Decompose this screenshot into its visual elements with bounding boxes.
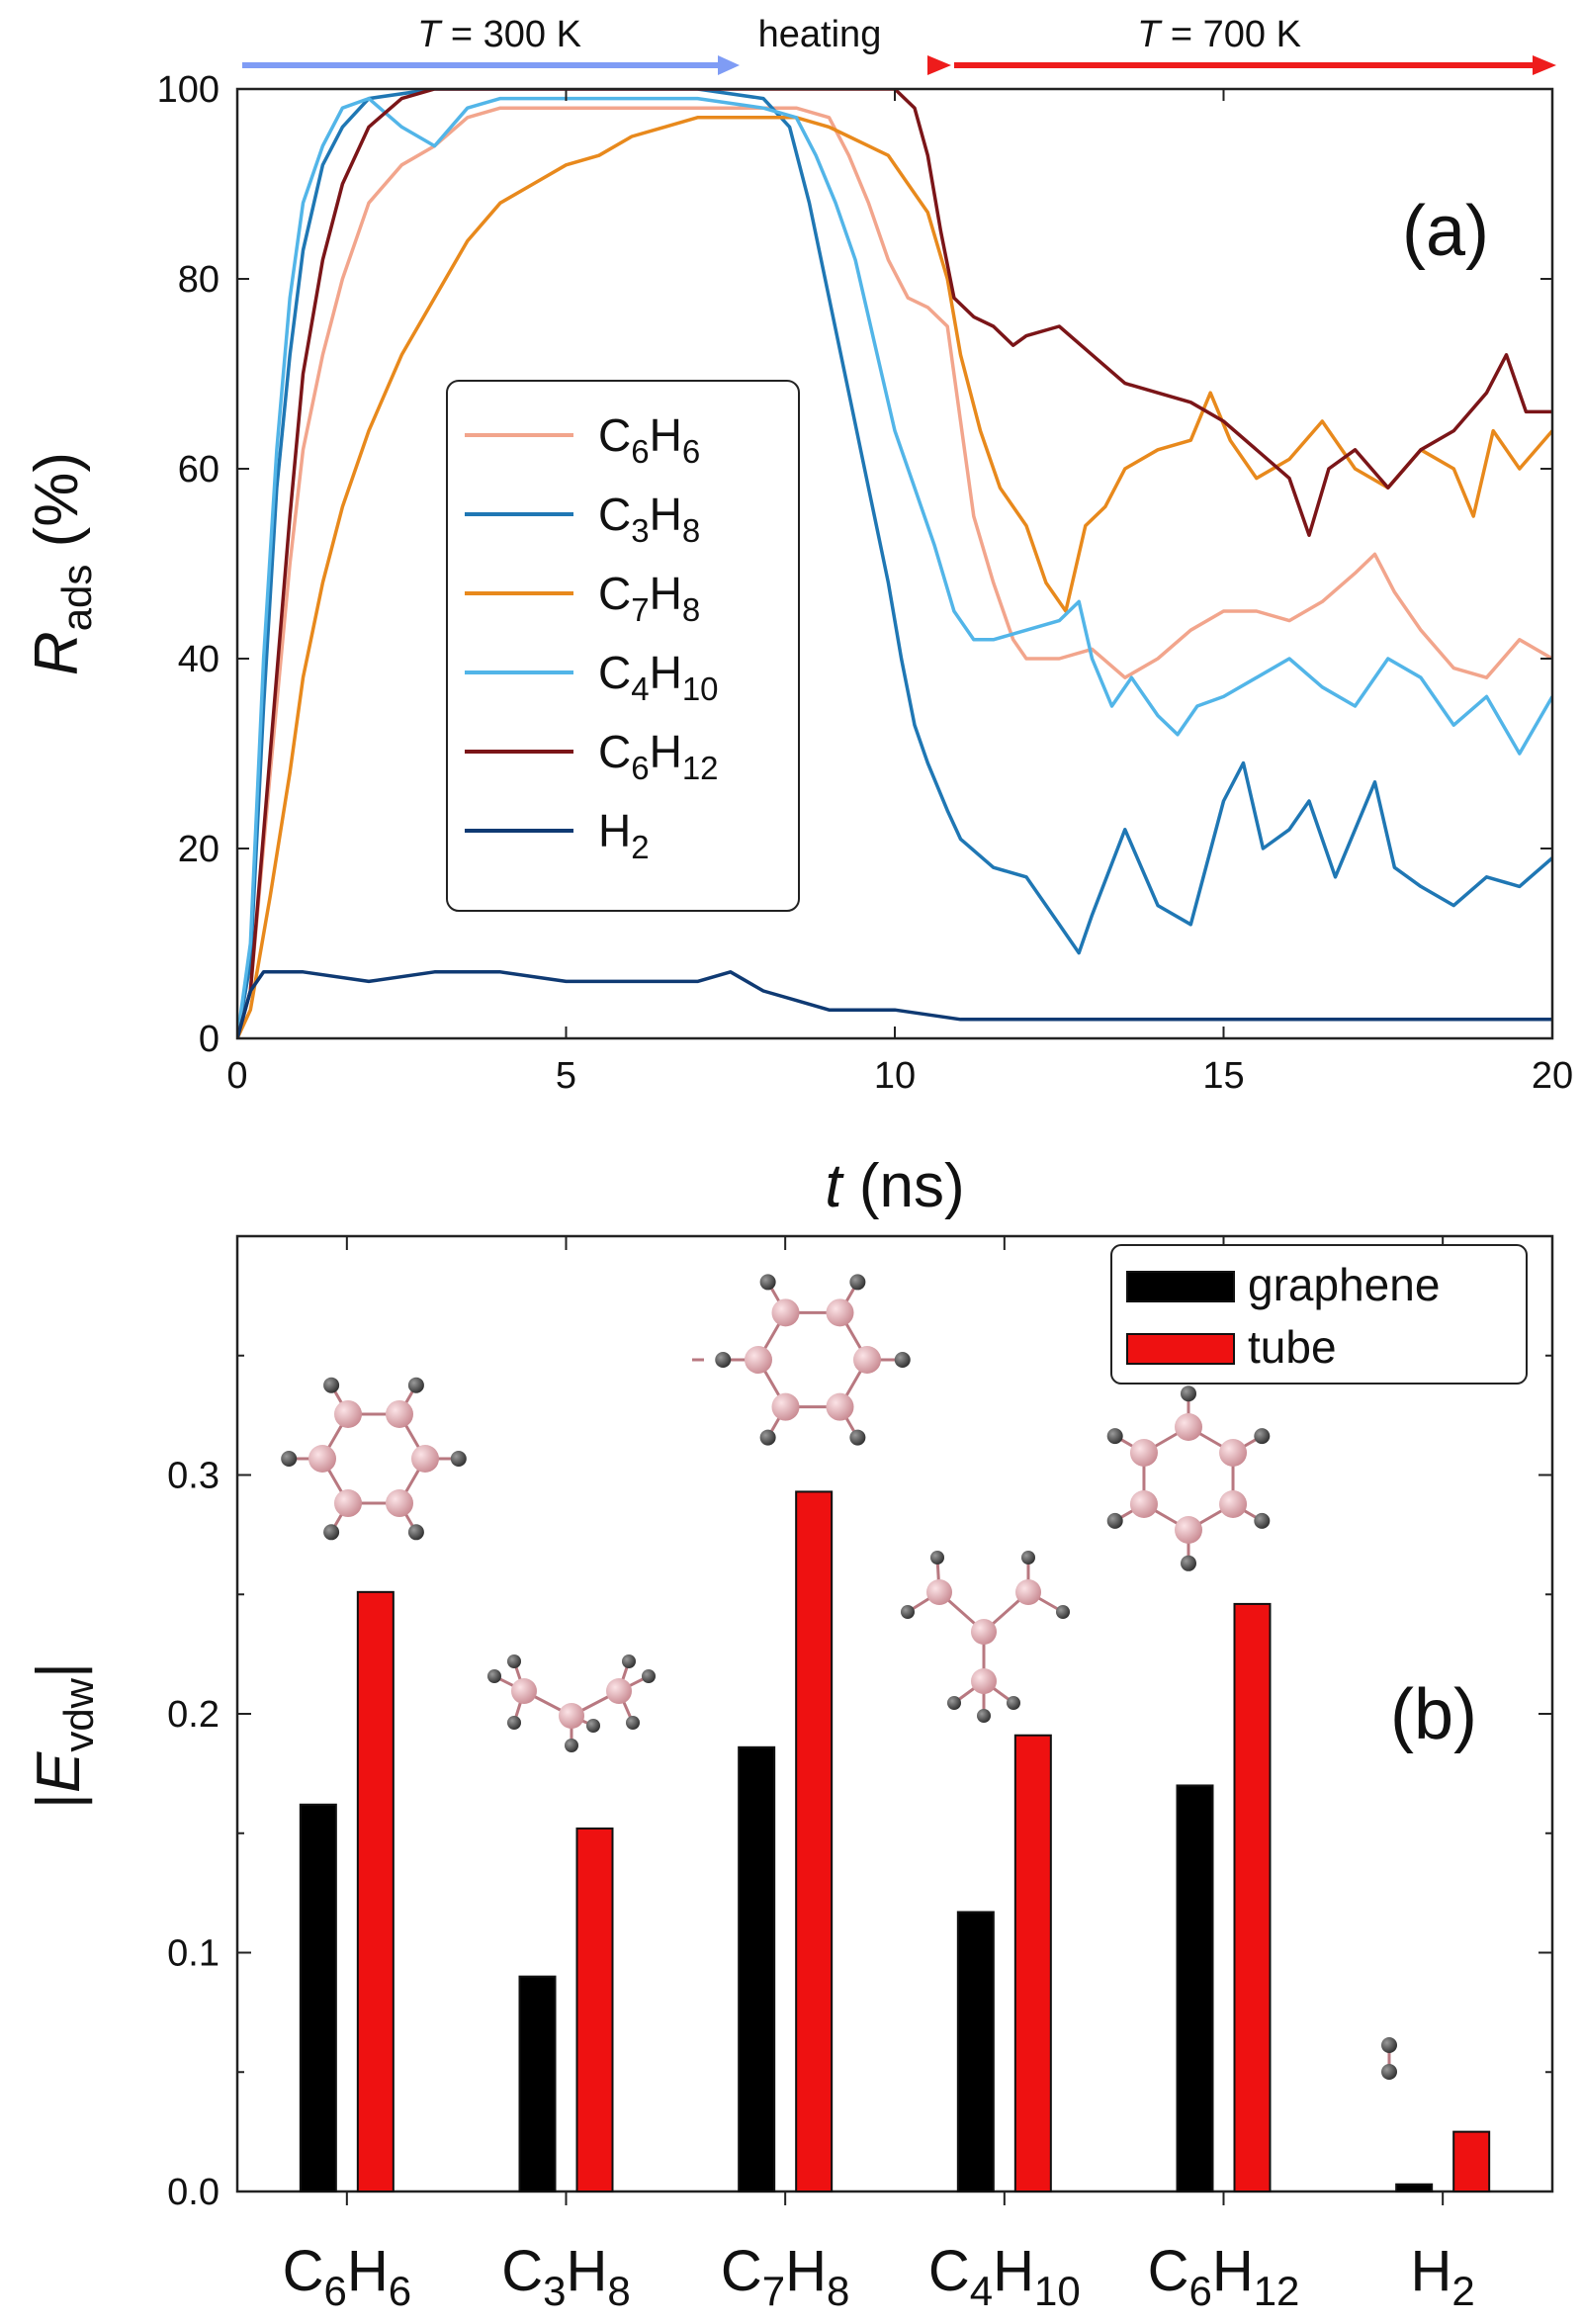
legend-label-H2: H2 [598, 805, 650, 865]
bar-graphene-C6H6 [299, 1803, 337, 2193]
temperature-banner: T = 300 K heating T = 700 K [242, 14, 1556, 75]
legend-label-tube: tube [1248, 1321, 1337, 1373]
banner-label-heating: heating [758, 14, 882, 55]
legend-label-C4H10: C4H10 [598, 647, 719, 707]
butane-molecule-icon [901, 1551, 1070, 1723]
panel-a-label: (a) [1402, 192, 1489, 271]
bar-tube-C3H8 [575, 1827, 614, 2193]
banner-arrowhead-300k [718, 55, 740, 75]
x-tick-label: 5 [556, 1055, 576, 1097]
panel-b-y-axis-title: |Evdw| [25, 1662, 102, 1809]
banner-arrowhead-700k [1533, 55, 1556, 75]
benzene-molecule-icon [281, 1377, 467, 1541]
panel-b-legend: graphene tube [1110, 1244, 1528, 1385]
legend-label-C7H8: C7H8 [598, 568, 700, 628]
legend-label-C6H6: C6H6 [598, 409, 700, 470]
panel-a-series [237, 89, 1552, 1038]
series-line-C7H8 [237, 116, 1552, 1038]
panel-b-ticks: 0.0 0.1 0.2 0.3 C6H6 C3H8 C7H8 C4H10 C6H12 H2 [167, 1236, 1552, 2314]
legend-swatch-tube [1126, 1333, 1235, 1365]
series-line-C6H6 [237, 106, 1552, 1038]
x-tick-label: 10 [874, 1055, 916, 1097]
panel-a-y-axis-title: Rads (%) [23, 452, 100, 675]
bar-tube-C7H8 [795, 1490, 834, 2192]
y-tick-label: 40 [178, 639, 220, 680]
bar-graphene-H2 [1395, 2183, 1434, 2192]
y-tick-label: 80 [178, 259, 220, 301]
y-tick-label: 0 [199, 1019, 220, 1060]
panel-a-x-axis-title: t (ns) [825, 1152, 964, 1220]
y-tick-label: 20 [178, 829, 220, 870]
bar-tube-H2 [1452, 2130, 1491, 2192]
legend-label-graphene: graphene [1248, 1259, 1440, 1310]
propane-molecule-icon [487, 1654, 656, 1752]
series-line-C6H12 [237, 89, 1552, 1038]
series-line-H2 [237, 970, 1552, 1038]
legend-swatch-graphene [1126, 1271, 1235, 1302]
panel-a-line-chart: T = 300 K heating T = 700 K 0 5 10 15 20 0 20 4… [23, 14, 1573, 1220]
y-tick-label: 60 [178, 449, 220, 491]
x-tick-label: 15 [1202, 1055, 1244, 1097]
category-label-C3H8: C3H8 [501, 2239, 631, 2314]
bar-graphene-C3H8 [518, 1975, 557, 2193]
banner-arrowhead-heating [927, 55, 951, 75]
hydrogen-molecule-icon [1381, 2037, 1397, 2080]
y-tick-label: 0.2 [167, 1694, 220, 1736]
category-label-C7H8: C7H8 [721, 2239, 850, 2314]
panel-b-label: (b) [1390, 1675, 1477, 1754]
panel-a-ticks: 0 5 10 15 20 0 20 40 60 80 100 [157, 69, 1574, 1097]
legend-label-C3H8: C3H8 [598, 489, 700, 549]
molecule-illustrations [281, 1274, 1397, 2080]
y-tick-label: 0.3 [167, 1456, 220, 1497]
y-tick-label: 0.1 [167, 1933, 220, 1975]
bar-graphene-C6H12 [1176, 1784, 1214, 2192]
cyclohexane-molecule-icon [1106, 1385, 1271, 1571]
series-line-C4H10 [237, 96, 1552, 1038]
panel-b-bar-chart: 0.0 0.1 0.2 0.3 C6H6 C3H8 C7H8 C4H10 C6H12 H2 (b)… [25, 1234, 1554, 2314]
category-label-C4H10: C4H10 [928, 2239, 1081, 2314]
banner-label-700k: T = 700 K [1137, 14, 1301, 55]
panel-b-bars [299, 1490, 1491, 2193]
bar-tube-C6H12 [1233, 1602, 1272, 2193]
panel-a-plot-frame [235, 87, 1554, 1040]
toluene-molecule-icon [692, 1274, 911, 1446]
legend-label-C6H12: C6H12 [598, 726, 719, 786]
x-tick-label: 0 [226, 1055, 247, 1097]
bar-tube-C6H6 [356, 1590, 395, 2192]
bar-tube-C4H10 [1013, 1734, 1052, 2192]
x-tick-label: 20 [1532, 1055, 1573, 1097]
bar-graphene-C4H10 [956, 1911, 995, 2192]
category-label-C6H6: C6H6 [283, 2239, 412, 2314]
series-line-C3H8 [237, 89, 1552, 1038]
bar-graphene-C7H8 [738, 1745, 776, 2193]
y-tick-label: 0.0 [167, 2172, 220, 2213]
category-label-H2: H2 [1411, 2239, 1475, 2314]
banner-label-300k: T = 300 K [417, 14, 581, 55]
category-label-C6H12: C6H12 [1148, 2239, 1300, 2314]
y-tick-label: 100 [157, 69, 220, 111]
panel-a-legend: C6H6 C3H8 C7H8 C4H10 C6H12 H2 [446, 380, 800, 912]
